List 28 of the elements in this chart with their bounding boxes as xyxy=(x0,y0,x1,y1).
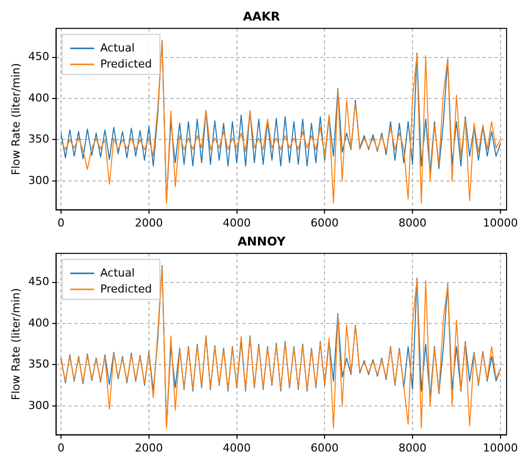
y-axis-title: Flow Rate (liter/min) xyxy=(9,63,22,176)
y-tick-label: 450 xyxy=(28,50,50,64)
y-tick-label: 400 xyxy=(28,316,50,330)
x-tick-label: 8000 xyxy=(398,441,427,454)
y-tick-label: 350 xyxy=(28,358,50,371)
y-tick-label: 450 xyxy=(28,275,50,288)
chart-title: ANNOY xyxy=(238,234,286,248)
x-tick-label: 8000 xyxy=(398,216,427,230)
legend-label: Predicted xyxy=(100,282,152,296)
legend-label: Predicted xyxy=(100,57,152,70)
legend-label: Actual xyxy=(100,41,135,54)
chart-title: AAKR xyxy=(242,9,280,24)
x-tick-label: 0 xyxy=(58,216,65,230)
y-tick-label: 350 xyxy=(28,132,50,146)
x-tick-label: 4000 xyxy=(222,441,251,454)
x-tick-label: 10000 xyxy=(482,216,518,230)
y-axis-title: Flow Rate (liter/min) xyxy=(9,288,22,400)
y-tick-label: 300 xyxy=(28,398,50,412)
x-tick-label: 4000 xyxy=(222,216,251,230)
x-tick-label: 6000 xyxy=(310,441,339,454)
x-tick-label: 2000 xyxy=(134,216,163,230)
y-tick-label: 400 xyxy=(28,91,50,104)
x-tick-label: 10000 xyxy=(482,441,518,454)
y-tick-label: 300 xyxy=(28,174,50,187)
legend-label: Actual xyxy=(100,266,135,280)
x-tick-label: 0 xyxy=(58,441,65,454)
x-tick-label: 6000 xyxy=(310,216,339,230)
x-tick-label: 2000 xyxy=(134,441,163,454)
